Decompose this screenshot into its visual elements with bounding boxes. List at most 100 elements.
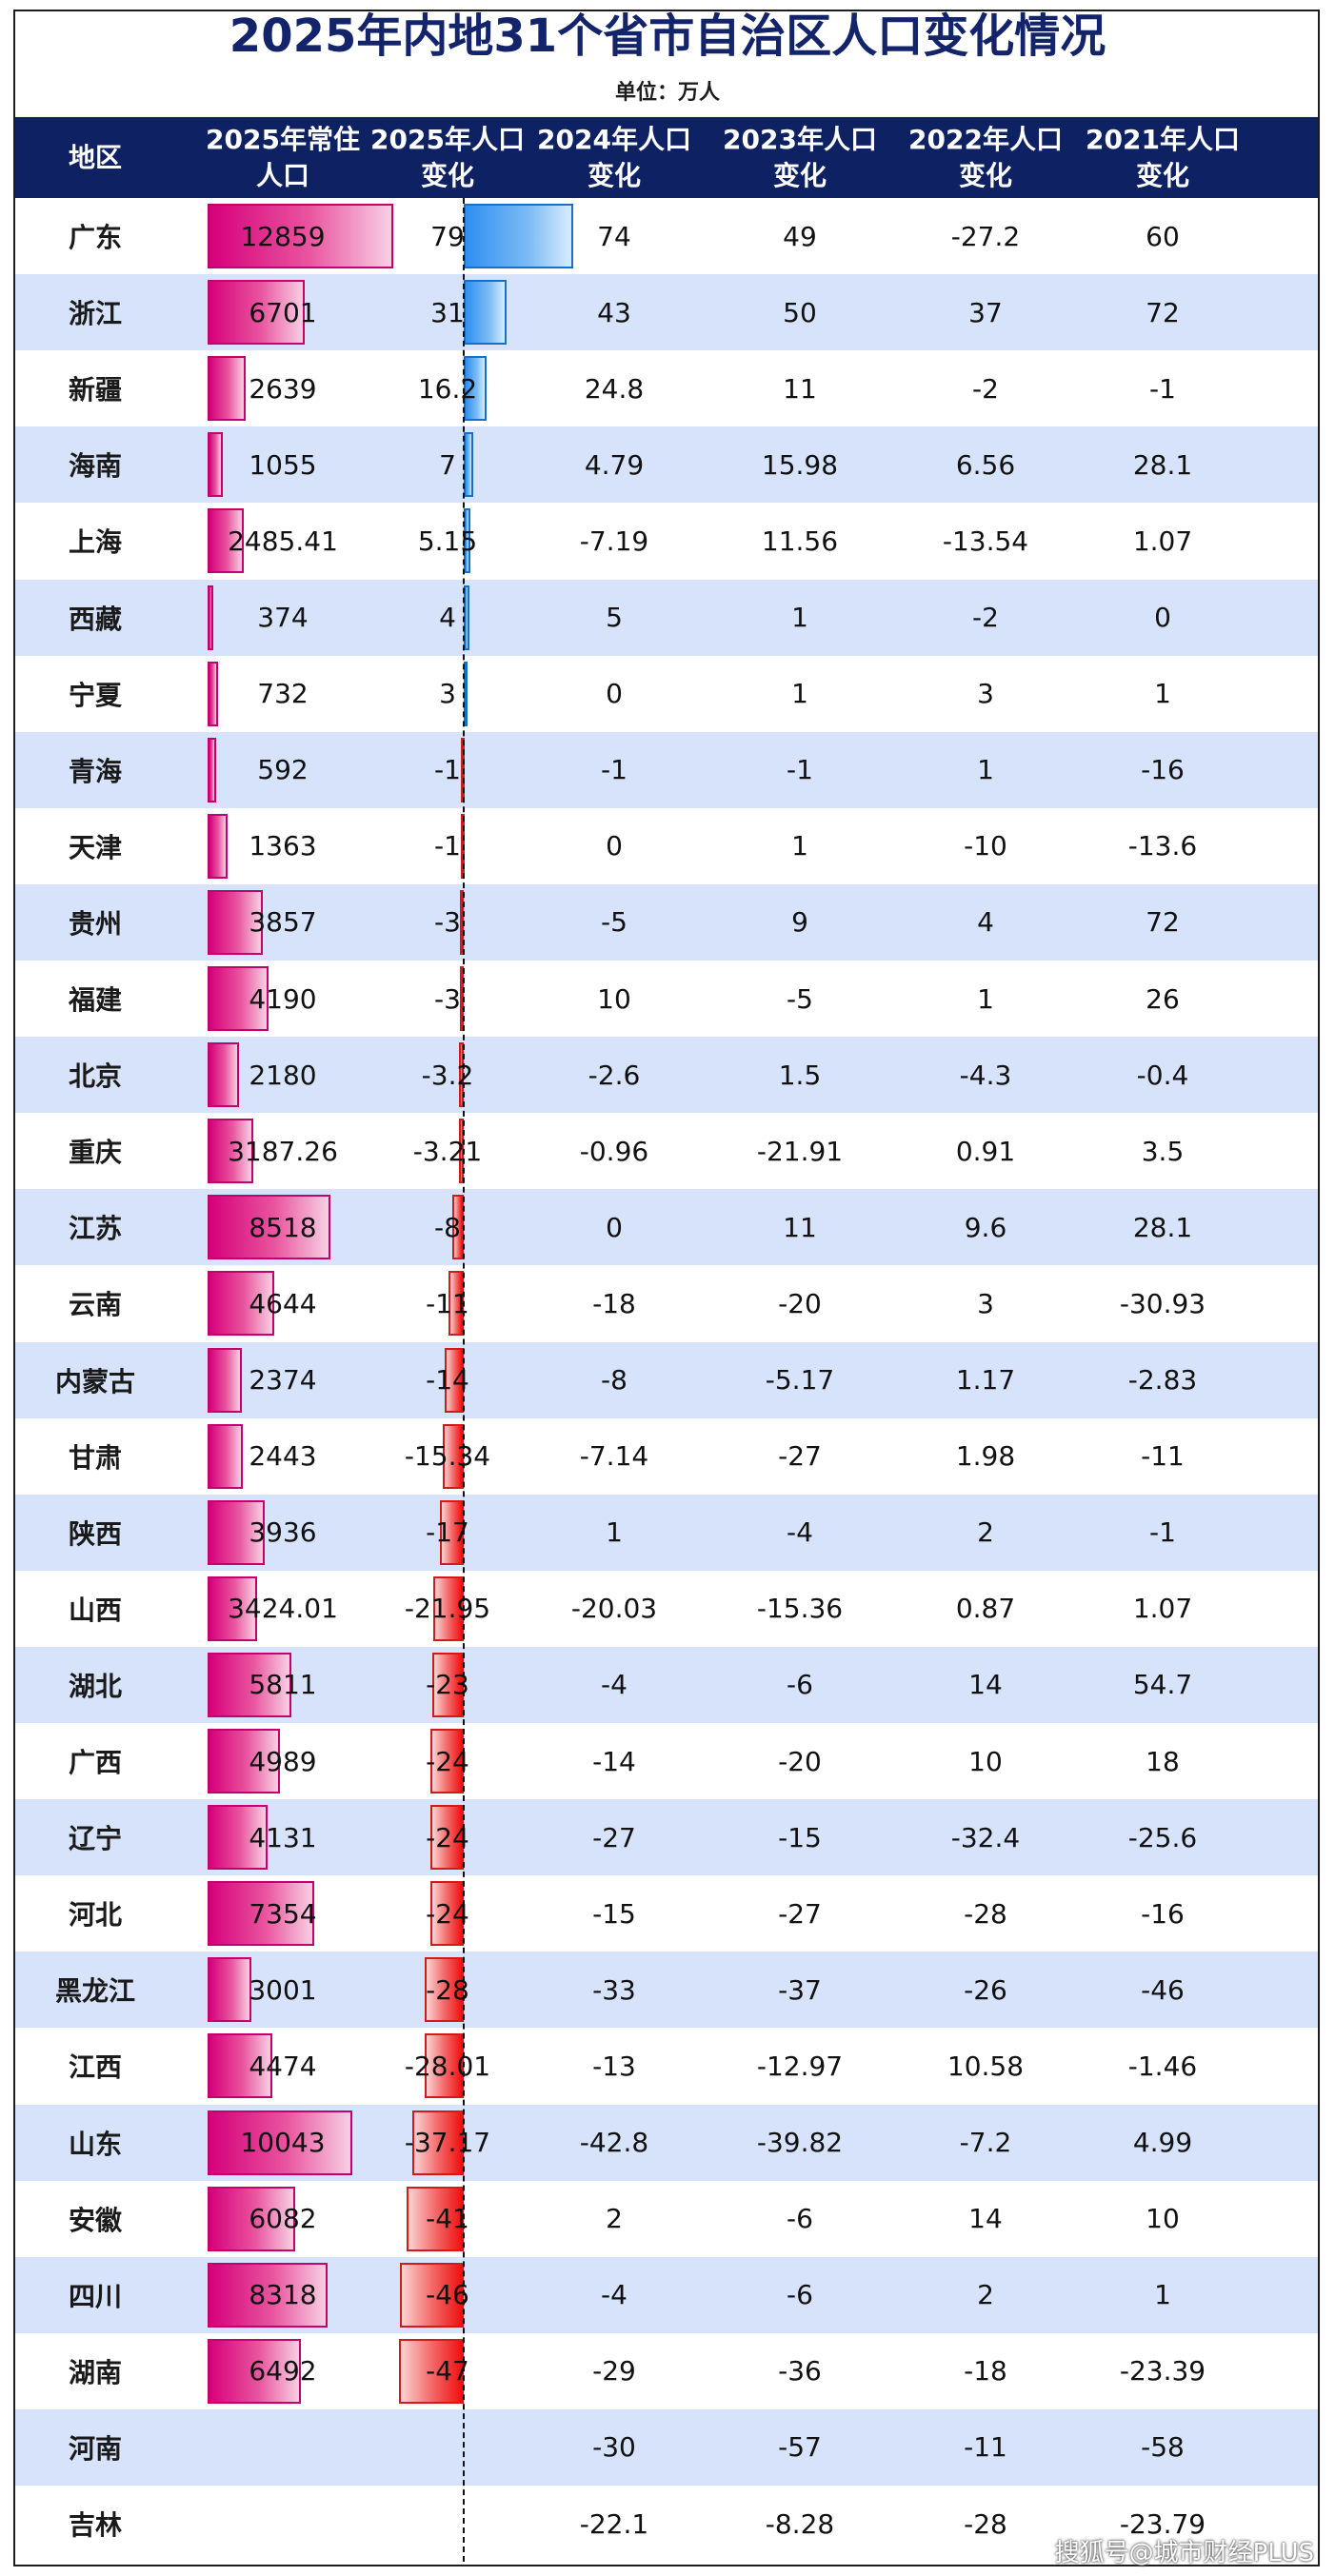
- population-value: 1363: [249, 830, 317, 862]
- table-row: 广西 4989 -24 -14 -20 10 18: [15, 1723, 1318, 1799]
- change-2022-cell: 1.98: [955, 1440, 1016, 1473]
- region-cell: 山东: [68, 2128, 122, 2160]
- change-2025-bar: [464, 661, 468, 726]
- region-cell: 甘肃: [68, 1441, 122, 1474]
- table-row: 江苏 8518 -8 0 11 9.6 28.1: [15, 1189, 1318, 1266]
- table-row: 上海 2485.41 5.15 -7.19 11.56 -13.54 1.07: [15, 503, 1318, 579]
- change-2022-cell: 14: [968, 2203, 1003, 2235]
- change-2025-bar: [430, 1881, 464, 1947]
- change-2021-cell: -2.83: [1127, 1364, 1198, 1397]
- change-2022-cell: 37: [968, 296, 1003, 328]
- population-bar: [208, 1347, 242, 1413]
- change-2023-cell: 1: [791, 830, 808, 862]
- change-2025-value: -17: [426, 1516, 469, 1549]
- region-cell: 天津: [68, 831, 122, 863]
- change-2022-cell: -18: [964, 2355, 1007, 2388]
- population-value: 4474: [249, 2050, 317, 2082]
- change-2024-cell: -7.19: [579, 525, 649, 557]
- change-2023-cell: -37: [778, 1973, 822, 2006]
- change-2022-cell: -27.2: [950, 220, 1021, 252]
- population-bar: [208, 356, 247, 422]
- change-2025-bar: [444, 1347, 464, 1413]
- population-value: 5811: [249, 1669, 317, 1701]
- change-2023-cell: 49: [783, 220, 817, 252]
- change-2025-value: -28: [426, 1973, 469, 2006]
- header-line: 变化: [1135, 159, 1189, 191]
- change-2024-cell: -14: [592, 1745, 636, 1777]
- table-row: 黑龙江 3001 -28 -33 -37 -26 -46: [15, 1952, 1318, 2029]
- change-2021-cell: 10: [1146, 2203, 1180, 2235]
- change-2022-cell: -2: [972, 372, 999, 405]
- change-2024-cell: -30: [592, 2431, 636, 2464]
- population-bar: [208, 1729, 280, 1793]
- change-2025-value: 31: [430, 296, 465, 328]
- change-2025-value: [371, 2409, 524, 2486]
- change-2021-cell: -0.4: [1136, 1059, 1189, 1091]
- change-2023-cell: 50: [783, 296, 817, 328]
- table-row: 新疆 2639 16.2 24.8 11 -2 -1: [15, 350, 1318, 426]
- population-value: [207, 2486, 359, 2562]
- change-2024-cell: 0: [606, 678, 623, 710]
- population-bar: [208, 432, 223, 498]
- header-line: 变化: [958, 159, 1012, 191]
- population-value: 1055: [249, 448, 317, 481]
- region-cell: 宁夏: [68, 679, 122, 711]
- change-2022-cell: -26: [964, 1973, 1007, 2006]
- table-row: 宁夏 732 3 0 1 3 1: [15, 656, 1318, 732]
- header-cell: 2022年人口 变化: [886, 117, 1086, 198]
- change-2025-value: -1: [434, 830, 461, 862]
- change-2021-cell: 28.1: [1132, 448, 1193, 481]
- change-2025-bar: [425, 1957, 464, 2023]
- change-2021-cell: -1.46: [1127, 2050, 1198, 2082]
- change-2025-value: -11: [426, 1287, 469, 1319]
- change-2022-cell: -32.4: [950, 1821, 1021, 1853]
- change-2023-cell: 11: [783, 1211, 817, 1243]
- table-row: 湖南 6492 -47 -29 -36 -18 -23.39: [15, 2333, 1318, 2409]
- table-row: 江西 4474 -28.01 -13 -12.97 10.58 -1.46: [15, 2028, 1318, 2104]
- change-2025-bar: [448, 1271, 464, 1337]
- population-value: 10043: [240, 2127, 326, 2159]
- region-cell: 山西: [68, 1594, 122, 1626]
- header-line: 2024年人口: [537, 123, 691, 155]
- population-value: 8518: [249, 1211, 317, 1243]
- population-bar: [208, 661, 219, 726]
- table-row: 陕西 3936 -17 1 -4 2 -1: [15, 1494, 1318, 1571]
- population-bar: [208, 2262, 329, 2328]
- population-value: 3424.01: [228, 1593, 338, 1625]
- region-cell: 上海: [68, 526, 122, 559]
- change-2023-cell: 11.56: [761, 525, 839, 557]
- population-bar: [208, 1423, 244, 1489]
- change-2024-cell: -42.8: [579, 2127, 649, 2159]
- region-cell: 内蒙古: [54, 1365, 135, 1397]
- change-2021-cell: -16: [1141, 1897, 1185, 1930]
- region-cell: 辽宁: [68, 1823, 122, 1855]
- change-2023-cell: -6: [787, 2279, 813, 2311]
- population-value: 6492: [249, 2355, 317, 2388]
- change-2021-cell: 72: [1146, 906, 1180, 939]
- change-2022-cell: 9.6: [964, 1211, 1007, 1243]
- change-2021-cell: -46: [1141, 1973, 1185, 2006]
- table-header: 地区 2025年常住 人口 2025年人口 变化 2024年人口 变化 2023年人口 变化 20…: [15, 117, 1318, 198]
- change-2021-cell: -1: [1149, 372, 1176, 405]
- table-row: 甘肃 2443 -15.34 -7.14 -27 1.98 -11: [15, 1418, 1318, 1495]
- change-2025-value: -3.21: [412, 1135, 483, 1167]
- change-2022-cell: 0.87: [955, 1593, 1016, 1625]
- region-cell: 海南: [68, 450, 122, 483]
- header-cell: 2025年人口 变化: [348, 117, 548, 198]
- change-2025-bar: [431, 1652, 464, 1717]
- change-2023-cell: -39.82: [756, 2127, 844, 2159]
- region-cell: 贵州: [68, 907, 122, 940]
- population-bar: [208, 1271, 275, 1337]
- table-row: 北京 2180 -3.2 -2.6 1.5 -4.3 -0.4: [15, 1037, 1318, 1114]
- table-row: 辽宁 4131 -24 -27 -15 -32.4 -25.6: [15, 1799, 1318, 1876]
- header-line: 2021年人口: [1086, 123, 1240, 155]
- population-value: 3936: [249, 1516, 317, 1549]
- change-2021-cell: 28.1: [1132, 1211, 1193, 1243]
- change-2025-value: 79: [430, 220, 465, 252]
- region-cell: 湖北: [68, 1670, 122, 1702]
- population-value: 732: [257, 678, 309, 710]
- region-cell: 陕西: [68, 1517, 122, 1550]
- table-row: 河南 -30 -57 -11 -58: [15, 2408, 1318, 2486]
- header-line: 变化: [420, 159, 474, 191]
- population-value: 374: [257, 602, 309, 634]
